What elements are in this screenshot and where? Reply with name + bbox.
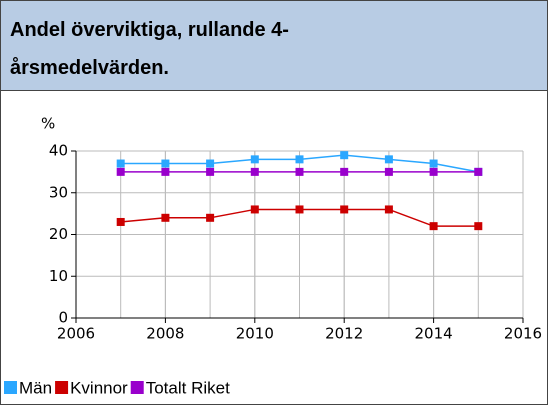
legend-swatch: [4, 381, 17, 394]
point: [116, 217, 125, 226]
x-tick-label: 2012: [325, 325, 363, 343]
point: [429, 167, 438, 176]
y-tick-label: 20: [49, 225, 68, 243]
y-tick-label: 0: [58, 309, 68, 327]
y-tick-label: 40: [49, 142, 68, 160]
point: [161, 159, 170, 168]
point: [429, 222, 438, 231]
legend-label: Män: [19, 378, 52, 397]
y-axis-label: %: [41, 115, 55, 133]
legend-swatch: [130, 381, 144, 394]
point: [474, 167, 483, 176]
point: [340, 205, 349, 214]
x-tick-label: 2006: [57, 325, 95, 343]
point: [206, 167, 215, 176]
x-tick-label: 2016: [504, 325, 542, 343]
point: [206, 159, 215, 168]
y-tick-label: 30: [49, 183, 68, 201]
point: [161, 167, 170, 176]
point: [384, 205, 393, 214]
legend-label: Totalt Riket: [146, 378, 230, 397]
point: [295, 205, 304, 214]
point: [206, 213, 215, 222]
point: [474, 222, 483, 231]
point: [384, 155, 393, 164]
y-tick-label: 10: [49, 267, 68, 285]
legend-label: Kvinnor: [70, 378, 128, 397]
x-tick-label: 2008: [146, 325, 184, 343]
legend-swatch: [55, 381, 69, 394]
point: [295, 155, 304, 164]
chart-title: Andel överviktiga, rullande 4-årsmedelvä…: [10, 19, 289, 79]
point: [161, 213, 170, 222]
point: [116, 167, 125, 176]
x-tick-label: 2014: [415, 325, 453, 343]
point: [250, 167, 259, 176]
point: [116, 159, 125, 168]
x-tick-label: 2010: [236, 325, 274, 343]
header: Andel överviktiga, rullande 4-årsmedelvä…: [1, 1, 547, 91]
point: [250, 205, 259, 214]
point: [250, 155, 259, 164]
point: [340, 151, 349, 160]
point: [340, 167, 349, 176]
point: [295, 167, 304, 176]
point: [384, 167, 393, 176]
point: [429, 159, 438, 168]
